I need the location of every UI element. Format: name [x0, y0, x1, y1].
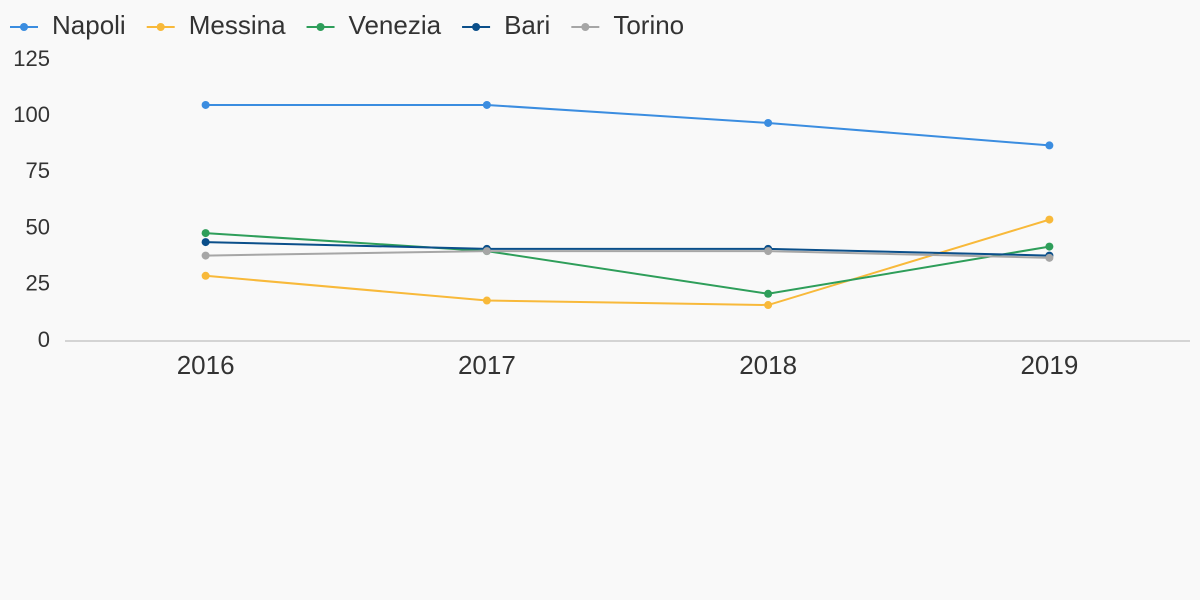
data-point	[764, 301, 773, 310]
data-point	[201, 238, 210, 247]
y-tick-label: 0	[38, 327, 50, 352]
y-tick-label: 100	[13, 102, 50, 127]
data-point	[201, 100, 210, 109]
data-point	[201, 271, 210, 280]
x-tick-label: 2017	[458, 350, 516, 380]
series-line	[205, 232, 1050, 295]
legend-label: Messina	[189, 10, 286, 40]
x-tick-label: 2019	[1020, 350, 1078, 380]
x-tick-label: 2018	[739, 350, 797, 380]
legend-label: Napoli	[52, 10, 126, 40]
data-point	[482, 100, 491, 109]
y-tick-label: 125	[13, 46, 50, 71]
data-point	[764, 247, 773, 256]
series-line	[205, 103, 1050, 147]
y-tick-label: 75	[26, 158, 50, 183]
legend-marker-dot	[581, 23, 590, 31]
legend-label: Venezia	[349, 10, 442, 40]
data-point	[1045, 215, 1054, 224]
legend-marker-dot	[472, 23, 481, 31]
y-tick-label: 25	[26, 271, 50, 296]
legend-marker-dot	[156, 23, 165, 31]
y-tick-label: 50	[26, 214, 50, 239]
data-point	[764, 289, 773, 298]
data-point	[482, 296, 491, 305]
x-tick-label: 2016	[177, 350, 235, 380]
data-point	[1045, 253, 1054, 262]
series-line	[205, 241, 1050, 257]
series-line	[205, 250, 1050, 259]
data-point	[201, 229, 210, 238]
data-point	[764, 118, 773, 127]
legend-marker-dot	[316, 23, 325, 31]
data-point	[201, 251, 210, 260]
legend-label: Bari	[504, 10, 550, 40]
series-line	[205, 218, 1050, 307]
data-point	[1045, 242, 1054, 251]
data-point	[1045, 141, 1054, 150]
legend-marker-dot	[20, 23, 28, 31]
data-point	[482, 247, 491, 256]
legend-label: Torino	[613, 10, 684, 40]
